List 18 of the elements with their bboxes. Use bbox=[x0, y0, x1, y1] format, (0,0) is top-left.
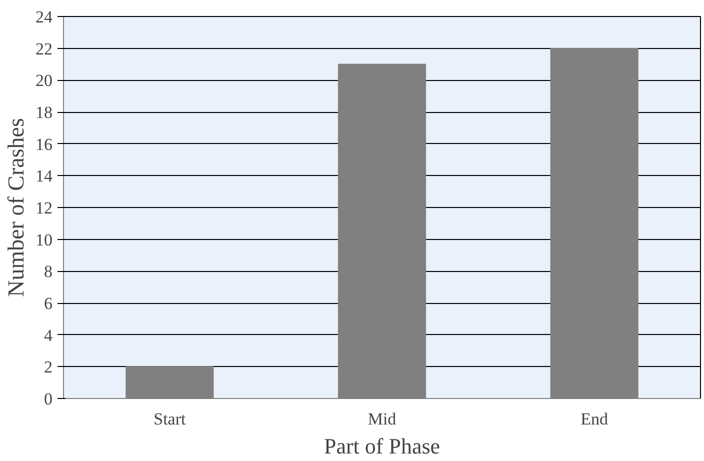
y-tick-label: 4 bbox=[44, 326, 53, 345]
y-tick-label: 2 bbox=[44, 358, 52, 377]
y-tick-label: 8 bbox=[44, 262, 52, 282]
y-tick-label: 16 bbox=[36, 134, 52, 154]
y-tick-label: 10 bbox=[36, 230, 52, 250]
y-tick-label: 20 bbox=[36, 71, 52, 90]
x-tick-label: End bbox=[580, 410, 609, 428]
y-tick-label: 18 bbox=[36, 103, 52, 122]
y-tick-label: 6 bbox=[44, 294, 52, 313]
y-tick-label: 14 bbox=[36, 166, 53, 186]
x-tick-label: Start bbox=[154, 410, 186, 428]
x-tick-label: Mid bbox=[368, 410, 397, 428]
y-tick-label: 12 bbox=[36, 198, 52, 218]
y-tick-label: 24 bbox=[36, 8, 53, 26]
y-tick-label: 22 bbox=[36, 39, 52, 58]
y-axis-title: Number of Crashes bbox=[4, 118, 28, 297]
y-tick-label: 0 bbox=[44, 390, 52, 408]
x-axis-title: Part of Phase bbox=[324, 434, 440, 458]
